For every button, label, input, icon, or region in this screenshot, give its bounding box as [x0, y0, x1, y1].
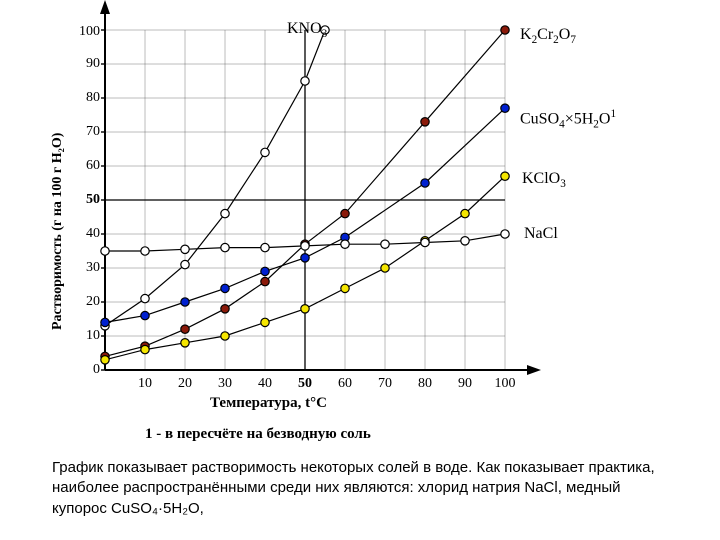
ytick-label: 30	[68, 260, 100, 276]
ytick-label: 70	[68, 124, 100, 140]
xtick-label: 30	[212, 376, 238, 392]
xtick-label: 50	[292, 376, 318, 392]
xtick-label: 70	[372, 376, 398, 392]
ytick-label: 10	[68, 328, 100, 344]
caption-text: График показывает растворимость некоторы…	[52, 458, 660, 519]
ytick-label: 0	[68, 362, 100, 378]
xtick-label: 10	[132, 376, 158, 392]
chart-footnote: 1 - в пересчёте на безводную соль	[145, 426, 371, 443]
ytick-label: 20	[68, 294, 100, 310]
xtick-label: 20	[172, 376, 198, 392]
ytick-label: 40	[68, 226, 100, 242]
xtick-label: 100	[488, 376, 522, 392]
xtick-label: 80	[412, 376, 438, 392]
xtick-label: 60	[332, 376, 358, 392]
ytick-label: 50	[68, 192, 100, 208]
series-label-kclo3: KClO3	[522, 170, 566, 190]
ytick-label: 80	[68, 90, 100, 106]
series-label-k2cr2o7: K2Cr2O7	[520, 26, 576, 46]
xtick-label: 90	[452, 376, 478, 392]
series-label-nacl: NaCl	[524, 225, 558, 243]
xtick-label: 40	[252, 376, 278, 392]
x-axis-title: Температура, t°C	[210, 395, 327, 412]
ytick-label: 60	[68, 158, 100, 174]
ytick-label: 100	[68, 24, 100, 40]
solubility-figure: { "chart": { "type": "line", "plot": { "…	[0, 0, 720, 540]
series-label-cuso4: CuSO4×5H2O1	[520, 108, 616, 131]
ytick-label: 90	[68, 56, 100, 72]
series-label-kno3: KNO3	[287, 20, 327, 40]
